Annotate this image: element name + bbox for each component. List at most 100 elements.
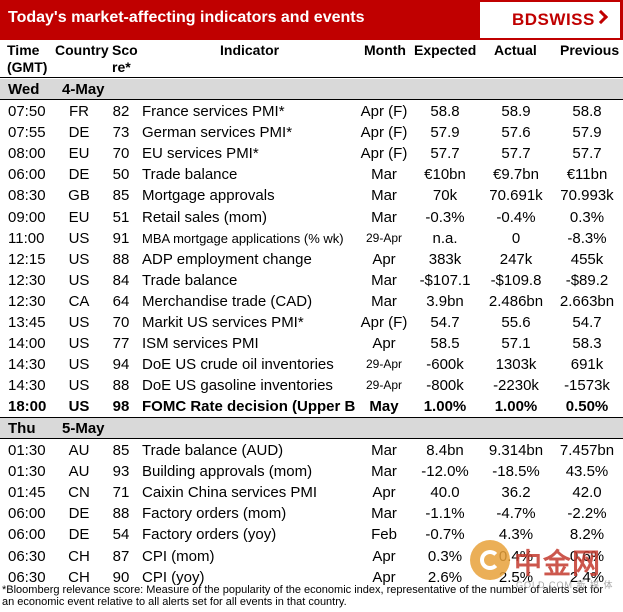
cell-indicator: FOMC Rate decision (Upper B [142,398,355,416]
cell-score: 54 [112,526,130,544]
cell-expected: 57.9 [430,124,460,142]
table-row: 13:45 US 70 Markit US services PMI* Apr (F) 5… [0,312,623,333]
cell-month: 29-Apr [365,230,403,245]
cell-score: 91 [112,229,130,247]
cell-month: Mar [371,463,397,481]
cell-time: 07:50 [8,103,46,120]
cell-country: DE [68,505,90,523]
day-header: Thu 5-May [0,418,623,439]
cell-time: 06:00 [8,526,46,544]
cell-indicator: CPI (yoy) [142,568,205,586]
cell-score: 88 [112,377,130,395]
cell-country: EU [68,145,90,163]
day-name: Wed [8,81,40,98]
cell-time: 08:00 [8,145,46,163]
watermark-text: 中金网 [514,548,602,579]
cell-indicator: CPI (mom) [142,547,215,565]
cell-month: Apr [372,335,396,353]
cell-country: AU [68,442,90,459]
cell-month: Mar [371,166,397,184]
cell-actual: €9.7bn [493,166,539,184]
cell-score: 70 [112,145,130,163]
cell-time: 07:55 [8,124,46,142]
cell-expected: 58.5 [430,335,460,353]
cell-month: Mar [371,271,397,289]
cell-month: Apr (F) [360,314,408,331]
cell-score: 64 [112,292,130,310]
cell-month: Mar [371,505,397,523]
cell-previous: 691k [570,356,604,374]
cell-actual: 70.691k [489,187,543,205]
cell-previous: 58.8 [572,103,602,120]
cell-previous: 54.7 [572,314,602,331]
cell-month: Apr [372,547,396,565]
header-score: Sco re* [112,42,138,75]
table-row: 07:50 FR 82 France services PMI* Apr (F) 58.8… [0,101,623,122]
cell-time: 06:00 [8,505,46,523]
table-row: 12:30 US 84 Trade balance Mar -$107.1 -$109.8 -… [0,270,623,291]
cell-month: 29-Apr [365,378,403,393]
cell-score: 70 [112,314,130,331]
cell-previous: 70.993k [560,187,614,205]
cell-expected: 1.00% [423,398,467,416]
cell-month: Feb [371,526,397,544]
cell-previous: 2.663bn [559,292,615,310]
table-row: 06:00 DE 50 Trade balance Mar €10bn €9.7bn €11b… [0,164,623,185]
cell-indicator: Retail sales (mom) [142,208,268,226]
table-row: 12:15 US 88 ADP employment change Apr 383k 247… [0,249,623,270]
cell-actual: 4.3% [498,526,534,544]
cell-time: 12:15 [8,250,46,268]
cell-month: 29-Apr [365,357,403,372]
watermark-coin-icon [470,540,510,580]
cell-indicator: Markit US services PMI* [142,314,304,331]
cell-country: US [68,271,90,289]
cell-country: US [68,229,90,247]
header-expected: Expected [414,42,477,58]
cell-month: Mar [371,208,397,226]
cell-actual: 9.314bn [488,442,544,459]
cell-expected: €10bn [424,166,466,184]
cell-indicator: ADP employment change [142,250,312,268]
cell-month: Apr (F) [360,145,408,163]
cell-expected: 8.4bn [426,442,464,459]
cell-time: 06:30 [8,568,46,586]
cell-score: 88 [112,505,130,523]
cell-expected: -800k [426,377,464,395]
cell-expected: 70k [432,187,458,205]
cell-indicator: DoE US crude oil inventories [142,356,334,374]
cell-indicator: Mortgage approvals [142,187,275,205]
cell-time: 09:00 [8,208,46,226]
cell-previous: 43.5% [565,463,609,481]
cell-score: 90 [112,568,130,586]
cell-country: DE [68,526,90,544]
cell-score: 93 [112,463,130,481]
cell-time: 12:30 [8,271,46,289]
cell-score: 98 [112,398,130,416]
cell-expected: -$107.1 [419,271,471,289]
cell-indicator: German services PMI* [142,124,293,142]
table-header: Time (GMT) Country Sco re* Indicator Mon… [0,40,623,78]
table-row: 06:30 CH 90 CPI (yoy) Apr 2.6% 2.5% 2.4% [0,567,623,588]
cell-actual: 57.1 [501,335,531,353]
cell-actual: 58.9 [501,103,531,120]
table-row: 14:30 US 88 DoE US gasoline inventories 29-A… [0,375,623,396]
cell-country: GB [68,187,90,205]
table-row: 11:00 US 91 MBA mortgage applications (% wk… [0,228,623,249]
cell-actual: 57.7 [501,145,531,163]
cell-previous: -1573k [564,377,610,395]
cell-score: 71 [112,484,130,502]
table-row: 09:00 EU 51 Retail sales (mom) Mar -0.3% -0.4%… [0,207,623,228]
cell-country: US [68,250,90,268]
cell-indicator: MBA mortgage applications (% wk) [142,230,344,246]
header-previous: Previous [560,42,620,58]
cell-score: 85 [112,187,130,205]
cell-country: DE [68,166,90,184]
cell-score: 84 [112,271,130,289]
cell-month: Mar [371,187,397,205]
cell-time: 08:30 [8,187,46,205]
day-name: Thu [8,420,36,437]
cell-previous: 455k [570,250,604,268]
cell-expected: -1.1% [425,505,465,523]
cell-score: 77 [112,335,130,353]
cell-indicator: Factory orders (mom) [142,505,287,523]
